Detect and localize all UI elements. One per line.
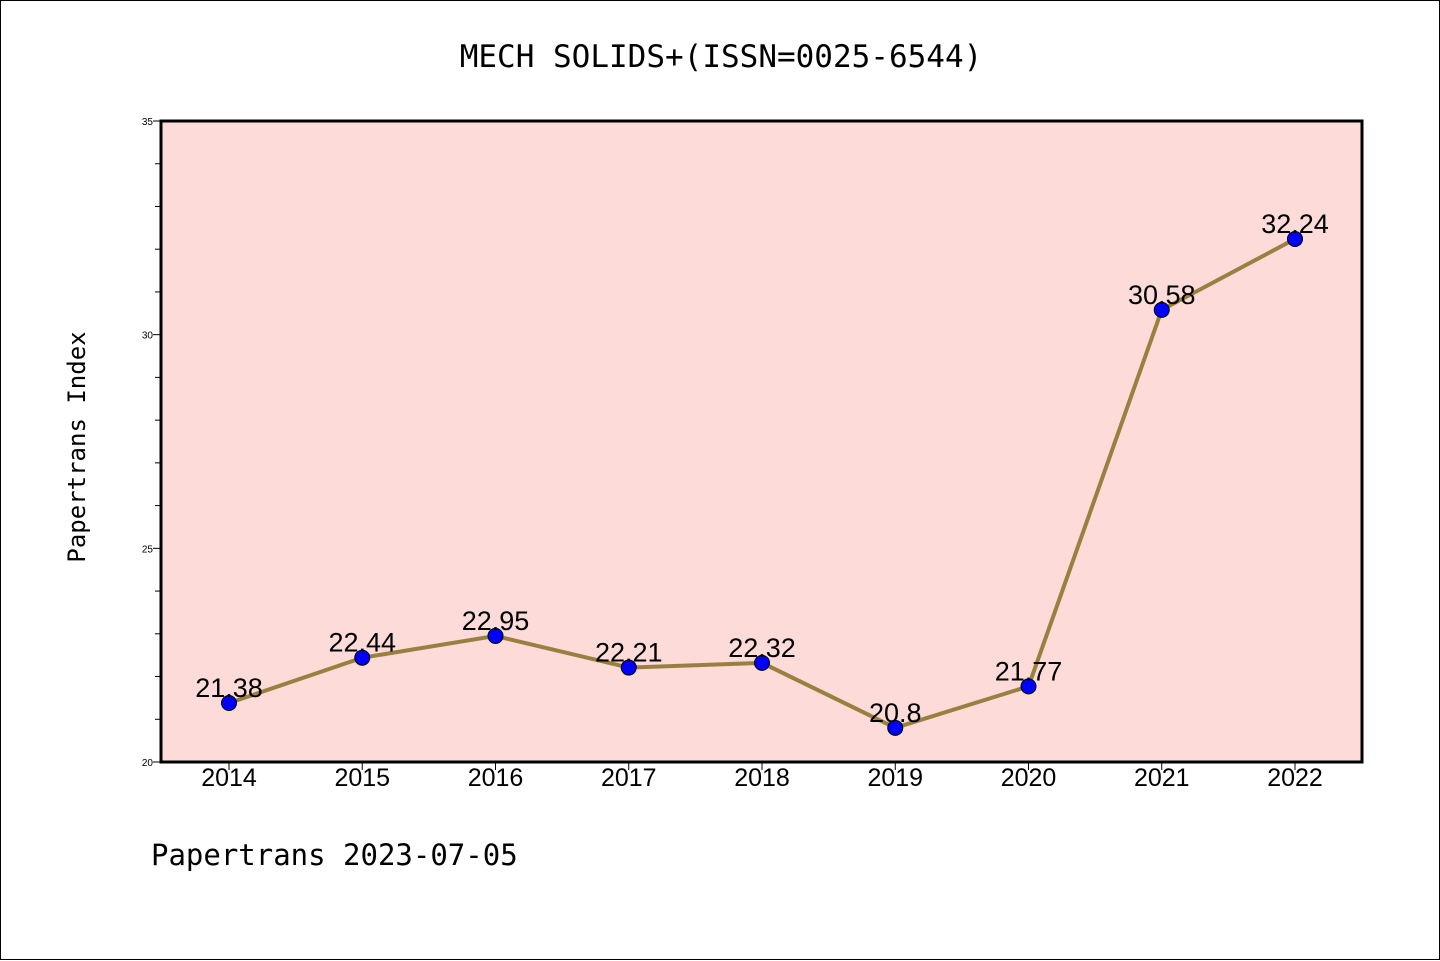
y-axis-ticks: 20 25 30 35 [142, 117, 161, 769]
data-label: 22.21 [595, 638, 663, 668]
y-tick-label: 25 [142, 544, 154, 555]
data-point [1020, 678, 1037, 695]
data-label: 21.77 [995, 656, 1063, 686]
x-axis-ticks: 2014 2015 2016 2017 2018 2019 2020 2021 2022 [201, 762, 1323, 792]
data-label: 32.24 [1261, 209, 1329, 239]
y-tick-label: 30 [142, 331, 154, 342]
x-tick-label: 2018 [734, 764, 790, 792]
data-point [754, 654, 770, 671]
series-layer [221, 230, 1303, 736]
chart-title: MECH SOLIDS+(ISSN=0025-6544) [460, 39, 983, 75]
y-tick-label: 35 [142, 117, 154, 128]
x-tick-label: 2019 [867, 764, 923, 792]
data-label: 22.44 [328, 628, 396, 658]
x-tick-label: 2020 [1001, 764, 1057, 792]
x-tick-label: 2014 [201, 764, 257, 792]
data-label: 20.8 [869, 698, 922, 728]
data-label: 30.58 [1128, 280, 1196, 310]
x-tick-label: 2015 [334, 764, 390, 792]
data-point [887, 719, 904, 736]
data-label: 22.95 [462, 606, 530, 636]
y-axis-label: Papertrans Index [63, 331, 91, 562]
x-tick-label: 2016 [468, 764, 524, 792]
data-label-layer: 21.38 22.44 22.95 22.21 22.32 20.8 21.77 30.58 3… [195, 209, 1329, 728]
data-point [221, 695, 237, 712]
x-tick-label: 2017 [601, 764, 657, 792]
footer-source-date: Papertrans 2023-07-05 [151, 838, 518, 872]
x-tick-label: 2021 [1134, 764, 1190, 792]
data-point [1287, 230, 1303, 247]
x-tick-label: 2022 [1267, 764, 1323, 792]
data-point [354, 649, 371, 666]
data-point [620, 659, 637, 676]
data-label: 21.38 [195, 673, 263, 703]
y-tick-label: 20 [142, 758, 154, 769]
data-point [487, 627, 504, 644]
data-label: 22.32 [728, 633, 796, 663]
data-point [1153, 301, 1170, 318]
